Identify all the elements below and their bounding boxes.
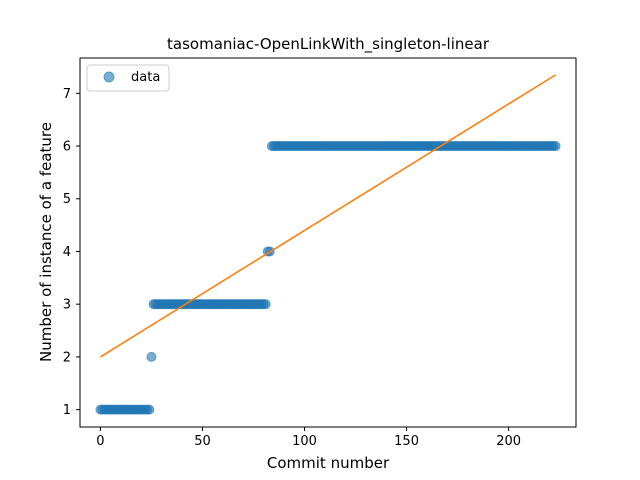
legend-label: data [131,70,160,85]
y-tick-label-3: 3 [63,298,71,313]
legend-box [86,64,170,92]
x-tick-label-50: 50 [194,434,211,449]
y-axis: 1 2 3 4 5 6 7 [63,87,80,418]
x-tick-label-100: 100 [292,434,317,449]
legend: data [86,64,170,92]
x-tick-label-150: 150 [394,434,419,449]
y-axis-label: Number of instance of a feature [37,122,55,362]
y-tick-label-1: 1 [63,403,71,418]
data-point-81 [260,299,271,310]
x-axis: 0 50 100 150 200 [96,427,521,449]
data-point-223 [550,141,561,152]
data-point-24 [144,404,155,415]
y-tick-label-7: 7 [63,87,71,102]
y-tick-label-2: 2 [63,350,71,365]
plot-frame [79,57,577,428]
y-tick-label-5: 5 [63,192,71,207]
x-tick-label-200: 200 [496,434,521,449]
data-layer [95,74,561,415]
trend-line [99,74,557,358]
legend-marker [103,71,115,83]
x-tick-label-0: 0 [96,434,104,449]
x-axis-label: Commit number [267,454,390,472]
y-tick-label-6: 6 [63,140,71,155]
chart-title: tasomaniac-OpenLinkWith_singleton-linear [167,35,490,54]
data-point-25 [146,351,157,362]
y-tick-label-4: 4 [63,245,71,260]
